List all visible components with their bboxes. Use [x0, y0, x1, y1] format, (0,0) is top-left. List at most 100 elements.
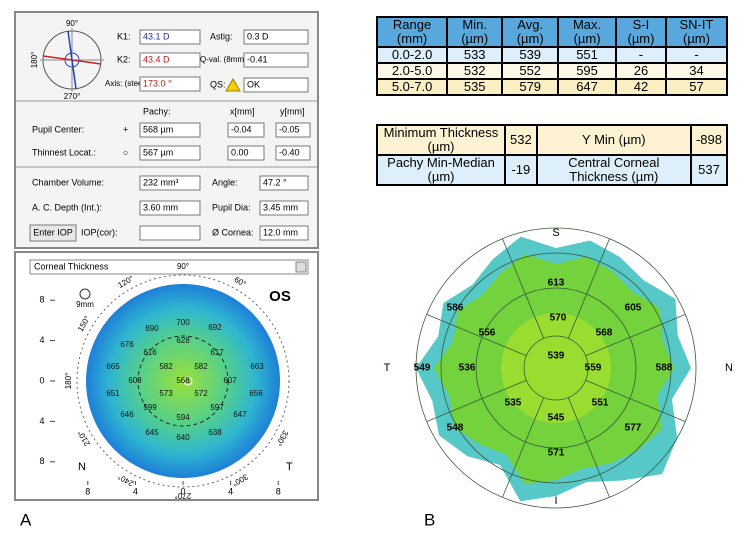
angle-label: 90°: [177, 262, 189, 271]
cell: 537: [689, 154, 729, 186]
field: [139, 225, 201, 241]
x-tick-label: 8: [85, 486, 90, 496]
cell: 5.0-7.0: [375, 78, 449, 96]
thickness-value: 577: [625, 423, 642, 434]
cell: -898: [689, 124, 729, 156]
label: Chamber Volume:: [32, 177, 104, 187]
label: Thinnest Locat.:: [32, 147, 96, 157]
zone-ring: [440, 252, 672, 484]
cell: Y Min (µm): [535, 124, 692, 156]
field: [275, 145, 311, 161]
zoom-icon[interactable]: [79, 288, 91, 300]
sector-line: [426, 379, 527, 422]
label: Angle:: [212, 177, 238, 187]
dial-label: 270°: [64, 92, 81, 101]
cell: 0.0-2.0: [375, 46, 449, 64]
thickness-value: 539: [548, 351, 565, 362]
thickness-value: 646: [120, 410, 134, 419]
thickness-value: 617: [210, 348, 224, 357]
zone-circle: [137, 335, 229, 427]
label: T: [286, 461, 293, 473]
cell: 551: [557, 46, 617, 64]
field-value: 12.0 mm: [263, 227, 298, 237]
label: y[mm]: [280, 106, 305, 116]
map-dropdown[interactable]: [29, 259, 309, 275]
cell: Range (mm): [375, 16, 449, 48]
cell: 532: [446, 62, 504, 80]
thickness-value: 605: [625, 303, 642, 314]
map-ring: [76, 274, 290, 488]
dropdown-arrow[interactable]: [295, 261, 307, 273]
x-tick-label: 4: [228, 486, 233, 496]
field-value: 3.60 mm: [143, 202, 178, 212]
label: Q-val. (8mm): [200, 55, 247, 64]
sector-line: [585, 314, 686, 357]
cell: 579: [501, 78, 560, 96]
label: 9mm: [76, 300, 94, 309]
label: T: [384, 362, 391, 374]
field-value: 567 µm: [143, 147, 173, 157]
sector-line: [502, 397, 545, 498]
field: [243, 29, 309, 45]
thickness-value: 608: [128, 376, 142, 385]
field-value: 0.00: [231, 147, 249, 157]
label: N: [78, 461, 86, 473]
thickness-value: 586: [447, 303, 464, 314]
cell: S-I (µm): [614, 16, 667, 48]
cell: -: [614, 46, 667, 64]
thickness-value: 690: [145, 324, 159, 333]
thickness-value: 676: [120, 340, 134, 349]
field: [275, 122, 311, 138]
field-value: 3.45 mm: [263, 202, 298, 212]
sector-line: [426, 314, 527, 357]
enter-iop-button[interactable]: [29, 224, 77, 242]
label: Pupil Center:: [32, 124, 84, 134]
field-value: 568 µm: [143, 124, 173, 134]
thickness-value: 572: [194, 389, 208, 398]
thickness-value: 582: [194, 362, 208, 371]
y-tick-label: 4: [39, 416, 44, 426]
cell: 535: [446, 78, 504, 96]
cell: Avg. (µm): [501, 16, 560, 48]
thickness-value: 559: [585, 363, 602, 374]
thickness-value: 549: [414, 363, 431, 374]
flat-axis: [67, 30, 77, 90]
label: K1:: [117, 31, 131, 41]
cell: -: [664, 46, 729, 64]
cell: 595: [557, 62, 617, 80]
thickness-value: 692: [208, 323, 222, 332]
field: [227, 122, 265, 138]
thickness-value: 545: [548, 413, 565, 424]
field: [139, 175, 201, 191]
dial-label: 180°: [30, 52, 39, 69]
header-row: Range (mm) Min. (µm) Avg. (µm) Max. (µm) S-I…: [375, 16, 729, 48]
y-tick-label: 4: [39, 335, 44, 345]
field: [139, 29, 201, 45]
thickness-value: 616: [143, 348, 157, 357]
cell: -19: [503, 154, 538, 186]
thickness-value: 638: [208, 428, 222, 437]
label: Pachy:: [143, 106, 171, 116]
cell: Max. (µm): [557, 16, 617, 48]
thickness-value: 568: [596, 328, 613, 339]
thickness-value: 582: [159, 362, 173, 371]
thickness-value: 571: [548, 448, 565, 459]
y-tick-label: 8: [39, 295, 44, 305]
field: [259, 225, 309, 241]
label: N: [725, 362, 733, 374]
data-row: 5.0-7.0 535 579 647 42 57: [375, 78, 729, 96]
map-center: [501, 313, 611, 423]
field-value: -0.40: [279, 147, 300, 157]
cell: 539: [501, 46, 560, 64]
data-row: Pachy Min-Median (µm) -19 Central Corneal …: [376, 154, 729, 186]
x-tick-label: 8: [276, 486, 281, 496]
thickness-value: 597: [210, 403, 224, 412]
field-value: OK: [247, 79, 260, 89]
thickness-value: 663: [250, 362, 264, 371]
data-row: 0.0-2.0 533 539 551- -: [375, 46, 729, 64]
label: A. C. Depth (Int.):: [32, 202, 102, 212]
label: Astig:: [210, 31, 233, 41]
thickness-value: 640: [176, 433, 190, 442]
field: [139, 52, 201, 68]
thickness-value: 594: [176, 413, 190, 422]
